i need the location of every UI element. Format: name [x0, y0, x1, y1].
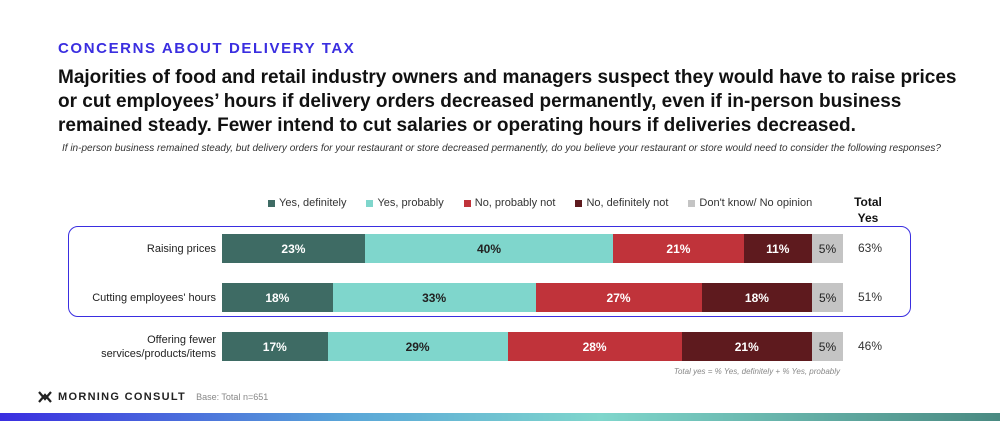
bar-segment: 5% [812, 283, 843, 312]
total-yes-header: Total Yes [854, 195, 882, 225]
legend-label: Don't know/ No opinion [699, 197, 813, 209]
headline: Majorities of food and retail industry o… [58, 67, 957, 136]
legend-swatch [268, 199, 275, 207]
legend-item: No, definitely not [575, 197, 668, 209]
bar-segment: 23% [222, 234, 365, 263]
legend-item: Don't know/ No opinion [688, 197, 812, 209]
section-kicker: CONCERNS ABOUT DELIVERY TAX [58, 40, 356, 57]
bar-segment: 11% [743, 234, 812, 263]
bar-segment: 28% [507, 332, 682, 361]
brand-name: MORNING CONSULT [58, 391, 187, 403]
legend-item: Yes, definitely [268, 197, 346, 209]
bar-segment: 18% [701, 283, 813, 312]
logo: MORNING CONSULT Base: Total n=651 [38, 391, 268, 403]
legend-swatch [366, 199, 374, 207]
survey-question: If in-person business remained steady, b… [62, 143, 941, 154]
legend-item: Yes, probably [366, 197, 444, 209]
bar-segment: 21% [681, 332, 812, 361]
category-label: Offering fewer services/products/items [101, 333, 216, 360]
total-yes-value: 51% [858, 290, 883, 304]
bar-segment: 27% [535, 283, 702, 312]
base-note: Base: Total n=651 [196, 392, 269, 402]
bar-segment: 21% [613, 234, 744, 263]
total-yes-value: 63% [858, 241, 883, 255]
legend: Yes, definitely Yes, probably No, probably… [268, 197, 812, 209]
bar-segment: 5% [811, 332, 843, 361]
bar-segment: 33% [332, 283, 536, 312]
legend-swatch [688, 199, 696, 207]
legend-swatch [575, 199, 583, 207]
bar-segment: 40% [364, 234, 614, 263]
highlight-box [68, 226, 911, 317]
legend-label: Yes, definitely [279, 197, 347, 209]
bar-segment: 5% [811, 234, 843, 263]
bar-segment: 17% [222, 332, 328, 361]
bar-segment: 29% [327, 332, 508, 361]
legend-label: Yes, probably [377, 197, 444, 209]
legend-item: No, probably not [463, 197, 556, 209]
bar-segment: 18% [222, 283, 333, 312]
legend-label: No, definitely not [586, 197, 669, 209]
bottom-gradient-bar [0, 413, 1000, 421]
legend-label: No, probably not [474, 197, 556, 209]
morning-consult-logo-icon [38, 391, 52, 403]
category-label: Cutting employees' hours [92, 291, 216, 304]
total-yes-value: 46% [858, 339, 883, 353]
footnote: Total yes = % Yes, definitely + % Yes, p… [673, 367, 840, 376]
legend-swatch [463, 199, 471, 207]
category-label: Raising prices [146, 242, 216, 255]
